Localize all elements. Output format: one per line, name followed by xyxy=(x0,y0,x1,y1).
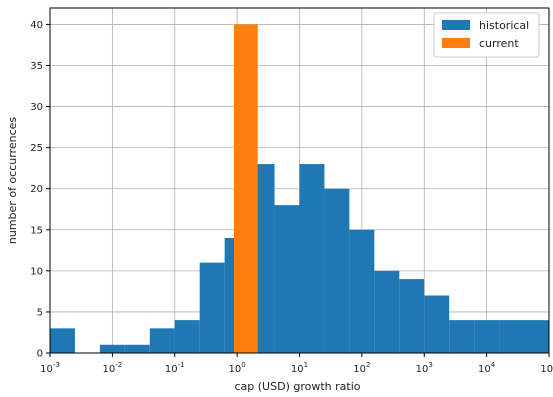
y-tick-label: 15 xyxy=(30,225,43,236)
y-axis-label: number of occurrences xyxy=(6,117,19,244)
y-tick-label: 5 xyxy=(37,307,43,318)
y-tick-label: 10 xyxy=(30,266,43,277)
bar-historical xyxy=(124,344,150,353)
x-axis-label: cap (USD) growth ratio xyxy=(235,380,361,393)
x-tick-label: 10-3 xyxy=(40,361,60,375)
x-tick-label: 104 xyxy=(478,361,496,375)
legend-label-historical: historical xyxy=(479,19,529,32)
bar-historical xyxy=(424,295,450,353)
x-tick-label: 102 xyxy=(353,361,370,375)
bar-historical xyxy=(199,262,225,353)
y-axis-ticks: 0 5 10 15 20 25 30 35 40 xyxy=(30,20,50,360)
bar-historical xyxy=(349,229,375,353)
x-tick-label: 103 xyxy=(416,361,433,375)
bar-historical xyxy=(499,320,549,353)
legend: historical current xyxy=(433,12,540,58)
legend-swatch-historical xyxy=(442,20,470,30)
y-tick-label: 20 xyxy=(30,184,43,195)
bar-historical xyxy=(399,279,425,353)
x-tick-label: 101 xyxy=(291,361,308,375)
x-tick-label: 10-2 xyxy=(103,361,123,375)
y-tick-label: 25 xyxy=(30,143,43,154)
y-tick-label: 30 xyxy=(30,102,43,113)
bar-historical xyxy=(374,270,400,353)
bar-historical xyxy=(50,328,75,353)
y-tick-label: 0 xyxy=(37,349,43,360)
bar-historical xyxy=(149,328,175,353)
x-tick-label: 10-1 xyxy=(165,361,185,375)
bar-current xyxy=(234,24,258,354)
bar-historical xyxy=(174,320,200,353)
x-axis-ticks: 10-3 10-2 10-1 100 101 102 103 104 105 xyxy=(40,353,553,375)
bars xyxy=(50,24,549,354)
bar-historical xyxy=(299,164,325,353)
bar-historical xyxy=(324,188,350,353)
bar-historical xyxy=(449,320,475,353)
y-tick-label: 35 xyxy=(30,61,43,72)
x-tick-label: 105 xyxy=(540,361,553,375)
legend-label-current: current xyxy=(479,37,519,50)
x-tick-label: 100 xyxy=(229,361,246,375)
bar-historical xyxy=(474,320,500,353)
bar-historical xyxy=(99,344,125,353)
legend-swatch-current xyxy=(442,38,470,48)
bar-historical xyxy=(274,205,300,353)
y-tick-label: 40 xyxy=(30,20,43,31)
